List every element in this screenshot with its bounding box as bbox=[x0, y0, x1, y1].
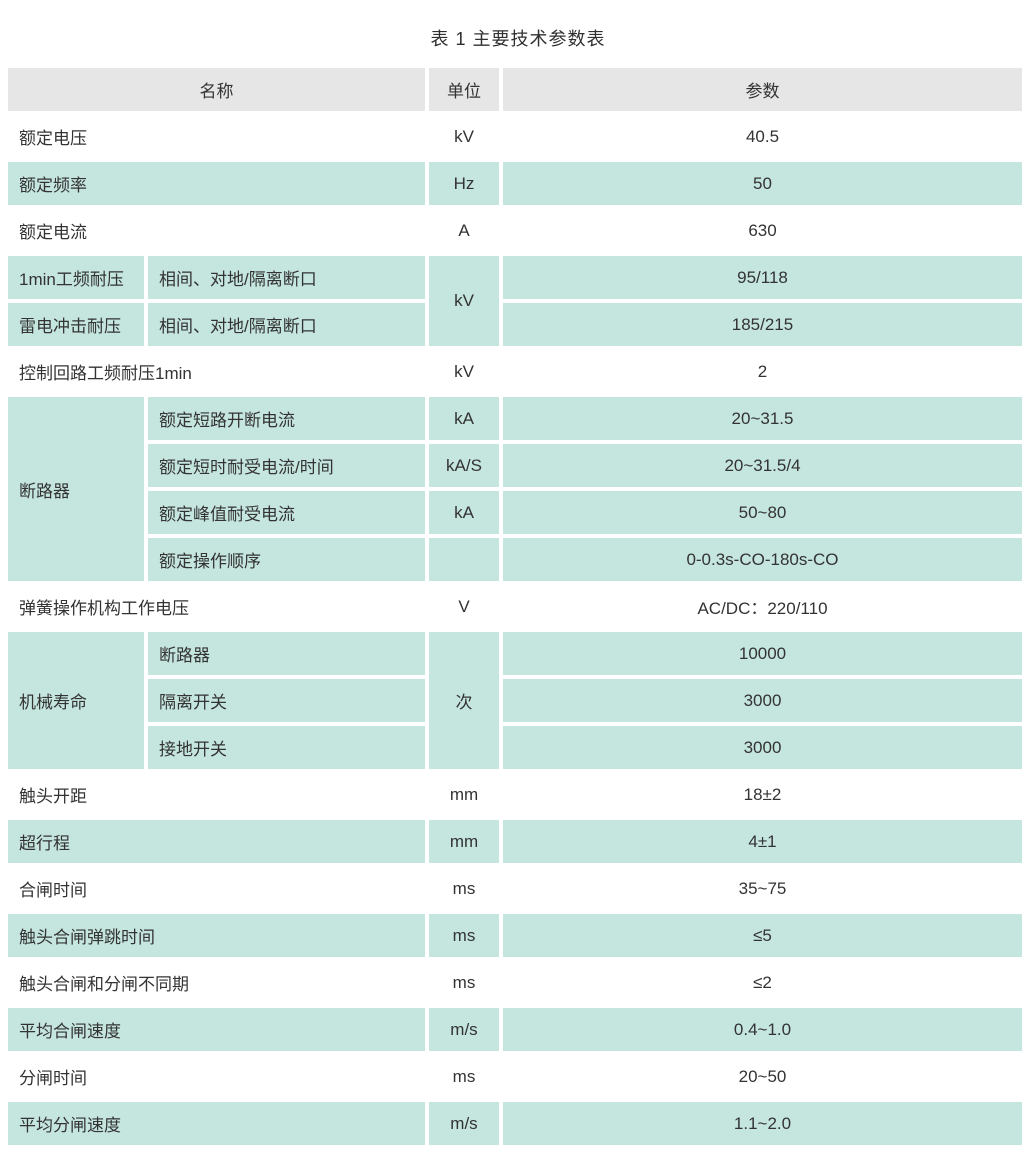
param-cell: 40.5 bbox=[745, 126, 780, 146]
unit-cell: mm bbox=[449, 784, 479, 804]
param-cell: 185/215 bbox=[503, 303, 1022, 346]
technical-parameters-table: 名称 单位 参数 额定电压 kV 40.5 额定频率 Hz 50 额定电流 A … bbox=[4, 64, 1026, 1149]
item-cell: 额定短时耐受电流/时间 bbox=[148, 444, 425, 487]
param-cell: 35~75 bbox=[738, 878, 787, 898]
name-cell: 控制回路工频耐压1min bbox=[19, 364, 192, 383]
row-spring-mechanism-voltage: 弹簧操作机构工作电压 V AC/DC：220/110 bbox=[8, 585, 1022, 628]
scope-cell: 相间、对地/隔离断口 bbox=[148, 303, 425, 346]
row-overtravel: 超行程 mm 4±1 bbox=[8, 820, 1022, 863]
unit-cell: ms bbox=[452, 972, 476, 992]
row-power-freq-withstand: 1min工频耐压 相间、对地/隔离断口 kV 95/118 bbox=[8, 256, 1022, 346]
row-breaker-operating-sequence: 额定操作顺序 0-0.3s-CO-180s-CO bbox=[8, 538, 1022, 581]
unit-cell: Hz bbox=[429, 162, 499, 205]
row-closing-time: 合闸时间 ms 35~75 bbox=[8, 867, 1022, 910]
row-rated-frequency: 额定频率 Hz 50 bbox=[8, 162, 1022, 205]
row-lightning-impulse-withstand: 雷电冲击耐压 相间、对地/隔离断口 185/215 bbox=[8, 303, 1022, 346]
unit-cell: kA/S bbox=[429, 444, 499, 487]
unit-cell: kV bbox=[454, 126, 474, 146]
name-cell: 超行程 bbox=[8, 820, 425, 863]
param-cell: 630 bbox=[748, 220, 777, 240]
param-cell: 1.1~2.0 bbox=[503, 1102, 1022, 1145]
param-cell: 10000 bbox=[503, 632, 1022, 675]
row-control-circuit-withstand: 控制回路工频耐压1min kV 2 bbox=[8, 350, 1022, 393]
param-cell: 50 bbox=[503, 162, 1022, 205]
unit-cell bbox=[429, 538, 499, 581]
param-cell: 18±2 bbox=[743, 784, 782, 804]
param-cell: 50~80 bbox=[503, 491, 1022, 534]
item-cell: 接地开关 bbox=[148, 726, 425, 769]
row-mech-life-disconnector: 隔离开关 3000 bbox=[8, 679, 1022, 722]
param-cell: 4±1 bbox=[503, 820, 1022, 863]
param-cell: 20~50 bbox=[738, 1066, 787, 1086]
row-mech-life-breaker: 机械寿命 断路器 次 10000 bbox=[8, 632, 1022, 769]
row-opening-time: 分闸时间 ms 20~50 bbox=[8, 1055, 1022, 1098]
unit-cell: ms bbox=[452, 1066, 476, 1086]
row-mech-life-earthing-switch: 接地开关 3000 bbox=[8, 726, 1022, 769]
item-cell: 额定短路开断电流 bbox=[148, 397, 425, 440]
item-cell: 额定峰值耐受电流 bbox=[148, 491, 425, 534]
row-contact-gap: 触头开距 mm 18±2 bbox=[8, 773, 1022, 816]
param-cell: ≤5 bbox=[503, 914, 1022, 957]
row-breaker-peak-withstand: 额定峰值耐受电流 kA 50~80 bbox=[8, 491, 1022, 534]
row-open-close-asynchrony: 触头合闸和分闸不同期 ms ≤2 bbox=[8, 961, 1022, 1004]
unit-cell: kV bbox=[429, 256, 499, 346]
param-cell: 2 bbox=[757, 361, 768, 381]
param-cell: AC/DC：220/110 bbox=[697, 599, 828, 618]
name-cell: 平均分闸速度 bbox=[8, 1102, 425, 1145]
item-cell: 断路器 bbox=[148, 632, 425, 675]
name-cell: 1min工频耐压 bbox=[8, 256, 144, 299]
param-cell: 3000 bbox=[503, 679, 1022, 722]
header-unit-cell: 单位 bbox=[429, 68, 499, 111]
unit-cell: ms bbox=[429, 914, 499, 957]
header-name-cell: 名称 bbox=[8, 68, 425, 111]
item-cell: 额定操作顺序 bbox=[148, 538, 425, 581]
param-cell: ≤2 bbox=[753, 972, 772, 992]
name-cell: 触头合闸和分闸不同期 bbox=[19, 975, 189, 994]
param-cell: 20~31.5/4 bbox=[503, 444, 1022, 487]
name-cell: 弹簧操作机构工作电压 bbox=[19, 599, 189, 618]
row-closing-bounce-time: 触头合闸弹跳时间 ms ≤5 bbox=[8, 914, 1022, 957]
unit-cell: 次 bbox=[429, 632, 499, 769]
param-cell: 95/118 bbox=[503, 256, 1022, 299]
header-row: 名称 单位 参数 bbox=[8, 68, 1022, 111]
name-cell: 额定电压 bbox=[19, 129, 87, 148]
group-name-cell: 机械寿命 bbox=[8, 632, 144, 769]
header-param-cell: 参数 bbox=[503, 68, 1022, 111]
unit-cell: kA bbox=[429, 491, 499, 534]
unit-cell: kV bbox=[454, 361, 474, 381]
param-cell: 0.4~1.0 bbox=[503, 1008, 1022, 1051]
name-cell: 额定电流 bbox=[19, 223, 87, 242]
unit-cell: A bbox=[458, 220, 470, 240]
name-cell: 平均合闸速度 bbox=[8, 1008, 425, 1051]
param-cell: 3000 bbox=[503, 726, 1022, 769]
row-rated-current: 额定电流 A 630 bbox=[8, 209, 1022, 252]
page-title: 表 1 主要技术参数表 bbox=[430, 29, 606, 49]
unit-cell: ms bbox=[452, 878, 476, 898]
group-name-cell: 断路器 bbox=[8, 397, 144, 581]
name-cell: 分闸时间 bbox=[19, 1069, 87, 1088]
name-cell: 触头开距 bbox=[19, 787, 87, 806]
scope-cell: 相间、对地/隔离断口 bbox=[148, 256, 425, 299]
name-cell: 雷电冲击耐压 bbox=[8, 303, 144, 346]
row-breaker-short-circuit-breaking: 断路器 额定短路开断电流 kA 20~31.5 bbox=[8, 397, 1022, 581]
unit-cell: V bbox=[458, 596, 470, 616]
unit-cell: m/s bbox=[429, 1102, 499, 1145]
name-cell: 合闸时间 bbox=[19, 881, 87, 900]
item-cell: 隔离开关 bbox=[148, 679, 425, 722]
unit-cell: kA bbox=[429, 397, 499, 440]
row-avg-opening-speed: 平均分闸速度 m/s 1.1~2.0 bbox=[8, 1102, 1022, 1145]
param-cell: 20~31.5 bbox=[503, 397, 1022, 440]
name-cell: 额定频率 bbox=[8, 162, 425, 205]
row-breaker-short-time-withstand: 额定短时耐受电流/时间 kA/S 20~31.5/4 bbox=[8, 444, 1022, 487]
unit-cell: m/s bbox=[429, 1008, 499, 1051]
unit-cell: mm bbox=[429, 820, 499, 863]
name-cell: 触头合闸弹跳时间 bbox=[8, 914, 425, 957]
param-cell: 0-0.3s-CO-180s-CO bbox=[503, 538, 1022, 581]
row-avg-closing-speed: 平均合闸速度 m/s 0.4~1.0 bbox=[8, 1008, 1022, 1051]
row-rated-voltage: 额定电压 kV 40.5 bbox=[8, 115, 1022, 158]
